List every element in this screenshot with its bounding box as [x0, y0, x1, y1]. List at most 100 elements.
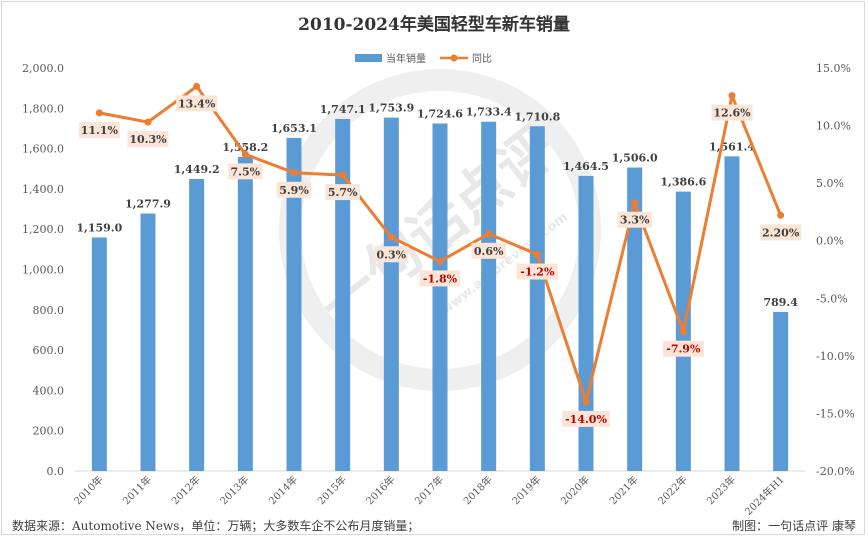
yoy-label-bg — [516, 263, 558, 280]
x-tick-label: 2018年 — [461, 473, 495, 507]
legend-line-marker — [450, 54, 458, 62]
x-tick-label: 2012年 — [169, 473, 203, 507]
legend-bar-swatch — [355, 54, 382, 62]
yoy-label-bg — [562, 410, 610, 427]
yoy-label-bg — [176, 95, 218, 112]
yoy-value-label: 2.20% — [762, 226, 800, 239]
yoy-point — [290, 169, 298, 177]
yoy-point — [193, 82, 201, 90]
bar-value-label: 1,464.5 — [563, 160, 609, 173]
yoy-point — [533, 251, 541, 259]
y-right-tick-label: 10.0% — [816, 120, 851, 133]
y-left-tick-label: 800.0 — [33, 304, 65, 317]
y-left-tick-label: 1,200.0 — [22, 223, 64, 236]
x-tick-label: 2014年 — [266, 473, 300, 507]
bar-value-label: 1,159.0 — [76, 221, 122, 234]
y-left-tick-label: 400.0 — [33, 384, 65, 397]
x-tick-label: 2024年H1 — [742, 473, 787, 518]
y-left-tick-label: 1,600.0 — [22, 143, 64, 156]
y-right-tick-label: -15.0% — [816, 407, 855, 420]
yoy-value-label: -14.0% — [565, 413, 607, 426]
bar-value-label: 1,710.8 — [514, 110, 560, 123]
line-labels: 11.1% 10.3% 13.4% 7.5% 5.9% 5.7% 0.3% -1.8% 0.6%… — [78, 95, 802, 427]
bar — [627, 167, 643, 471]
yoy-point — [95, 109, 103, 117]
yoy-label-bg — [711, 104, 753, 121]
bar — [189, 178, 205, 471]
bar-value-label: 1,506.0 — [612, 152, 658, 165]
yoy-value-label: 10.3% — [129, 133, 167, 146]
y-right-tick-label: -20.0% — [816, 465, 855, 478]
legend: 当年销量 同比 — [355, 52, 492, 65]
yoy-point — [485, 230, 493, 238]
yoy-value-label: -1.2% — [520, 266, 555, 279]
footer-credit: 制图：一句话点评 康琴 — [732, 518, 856, 533]
x-tick-label: 2010年 — [71, 473, 105, 507]
x-tick-label: 2019年 — [509, 473, 543, 507]
yoy-label-bg — [617, 211, 652, 228]
yoy-label-bg — [228, 163, 263, 180]
y-left-tick-label: 200.0 — [33, 425, 65, 438]
bar-series — [91, 117, 789, 472]
y-left-tick-label: 600.0 — [33, 344, 65, 357]
bar-value-label: 1,653.1 — [271, 122, 317, 135]
yoy-label-bg — [325, 184, 360, 201]
y-left-tick-label: 1,800.0 — [22, 102, 64, 115]
y-left-tick-label: 1,000.0 — [22, 264, 64, 277]
bar — [529, 126, 545, 471]
bar-value-label: 1,724.6 — [417, 107, 463, 120]
bar — [724, 156, 740, 471]
yoy-label-bg — [276, 181, 312, 198]
bar — [773, 311, 789, 471]
y-axis-right: -20.0% -15.0% -10.0% -5.0% 0.0% 5.0% 10.0% 15.0… — [816, 62, 855, 478]
bar-value-label: 1,733.4 — [466, 106, 512, 119]
bar — [335, 118, 351, 471]
x-tick-label: 2021年 — [607, 473, 641, 507]
y-left-tick-label: 1,400.0 — [22, 183, 64, 196]
x-tick-label: 2011年 — [120, 473, 154, 507]
yoy-value-label: 3.3% — [620, 214, 650, 227]
bar — [91, 237, 107, 471]
yoy-label-bg — [662, 340, 704, 357]
bar — [383, 117, 399, 472]
x-tick-label: 2022年 — [655, 473, 689, 507]
yoy-value-label: 11.1% — [81, 124, 119, 137]
yoy-point — [777, 211, 785, 219]
y-right-tick-label: 15.0% — [816, 62, 851, 75]
legend-label-sales: 当年销量 — [386, 52, 426, 65]
yoy-value-label: 5.7% — [328, 186, 358, 199]
yoy-label-bg — [760, 224, 802, 241]
yoy-value-label: -1.8% — [423, 272, 458, 285]
yoy-value-label: -7.9% — [666, 343, 701, 356]
bar — [578, 175, 594, 471]
yoy-point — [144, 118, 152, 126]
bar-value-label: 1,558.2 — [222, 141, 268, 154]
x-axis: 2010年 2011年 2012年 2013年 2014年 2015年 2016年 2017年… — [71, 473, 787, 518]
x-tick-label: 2017年 — [412, 473, 446, 507]
x-tick-label: 2023年 — [704, 473, 738, 507]
bar-labels: 1,159.01,277.9 1,449.21,558.21,653.11,747… — [76, 102, 798, 309]
bar-value-label: 1,449.2 — [174, 163, 220, 176]
yoy-point — [241, 150, 249, 158]
yoy-value-label: 7.5% — [231, 165, 261, 178]
bar — [237, 157, 253, 471]
y-axis-left: 0.0 200.0 400.0 600.0 800.0 1,000.0 1,200.0 1,4… — [22, 62, 64, 478]
yoy-label-bg — [127, 131, 169, 148]
bar — [140, 213, 156, 471]
yoy-label-bg — [374, 246, 409, 263]
x-tick-label: 2020年 — [558, 473, 592, 507]
y-right-tick-label: 5.0% — [816, 177, 844, 190]
chart-title: 2010-2024年美国轻型车新车销量 — [298, 14, 570, 35]
yoy-point — [679, 328, 687, 336]
bar-value-label: 1,753.9 — [368, 102, 414, 115]
yoy-value-label: 5.9% — [279, 184, 309, 197]
yoy-label-bg — [419, 270, 461, 287]
bar — [286, 137, 302, 472]
yoy-point — [582, 398, 590, 406]
legend-label-yoy: 同比 — [472, 53, 492, 65]
bar-value-label: 1,386.6 — [660, 176, 706, 189]
y-right-tick-label: -10.0% — [816, 350, 855, 363]
yoy-point — [339, 171, 347, 179]
